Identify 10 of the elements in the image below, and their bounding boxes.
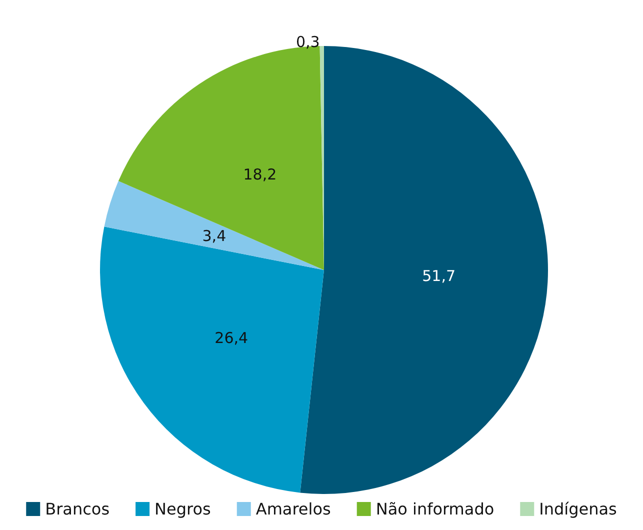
data-label: 0,3 <box>296 33 320 52</box>
legend-label: Indígenas <box>539 500 617 518</box>
data-label: 3,4 <box>202 226 226 245</box>
data-label: 18,2 <box>243 165 277 184</box>
data-label: 26,4 <box>214 329 248 348</box>
legend-label: Amarelos <box>256 500 331 518</box>
legend-label: Não informado <box>376 500 494 518</box>
data-label: 51,7 <box>422 267 456 286</box>
legend-label: Brancos <box>45 500 110 518</box>
legend-label: Negros <box>154 500 211 518</box>
